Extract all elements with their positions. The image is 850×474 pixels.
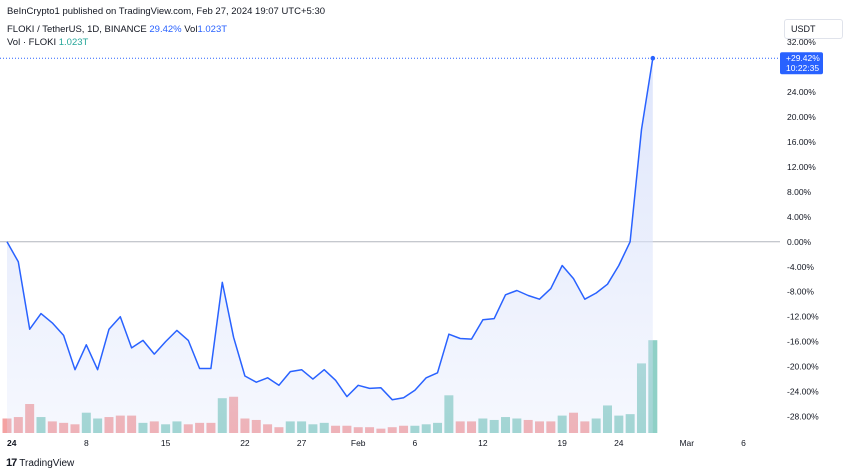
- volume-series-label[interactable]: Vol · FLOKI: [7, 37, 57, 48]
- y-tick-label: 16.00%: [787, 137, 816, 147]
- y-axis-labels: 32.00%28.00%24.00%20.00%16.00%12.00%8.00…: [787, 37, 819, 421]
- y-tick-label: -28.00%: [787, 412, 819, 422]
- volume-legend: Vol · FLOKI 1.023T: [7, 37, 88, 48]
- x-tick-label: Mar: [679, 438, 694, 448]
- x-tick-label: 27: [297, 438, 307, 448]
- current-price-value: +29.42%: [786, 53, 820, 63]
- y-tick-label: 20.00%: [787, 112, 816, 122]
- symbol-legend: FLOKI / TetherUS, 1D, BINANCE 29.42% Vol…: [7, 24, 227, 35]
- publisher-credit: BeInCrypto1 published on TradingView.com…: [7, 6, 326, 17]
- y-tick-label: -24.00%: [787, 387, 819, 397]
- x-tick-label: 22: [240, 438, 250, 448]
- volume-series-value: 1.023T: [58, 37, 89, 48]
- symbol-name[interactable]: FLOKI / TetherUS, 1D, BINANCE: [7, 24, 147, 35]
- x-tick-label: 6: [413, 438, 418, 448]
- tradingview-logo[interactable]: 17 TradingView: [6, 457, 74, 469]
- current-price-badge: [780, 52, 823, 75]
- tradingview-brand: TradingView: [19, 457, 75, 469]
- price-area: [7, 58, 653, 433]
- current-price-dot: [650, 55, 656, 61]
- current-price-marker: +29.42%10:22:35: [0, 52, 823, 75]
- x-tick-label: 19: [557, 438, 567, 448]
- y-tick-label: -8.00%: [787, 287, 814, 297]
- currency-button[interactable]: USDT: [784, 19, 843, 39]
- x-tick-label: 15: [161, 438, 171, 448]
- y-tick-label: -16.00%: [787, 337, 819, 347]
- y-tick-label: 4.00%: [787, 212, 812, 222]
- y-tick-label: 0.00%: [787, 237, 812, 247]
- x-tick-label: 6: [741, 438, 746, 448]
- x-tick-label: 12: [478, 438, 488, 448]
- y-tick-label: -4.00%: [787, 262, 814, 272]
- y-tick-label: -20.00%: [787, 362, 819, 372]
- y-tick-label: 32.00%: [787, 37, 816, 47]
- current-price-countdown: 10:22:35: [786, 63, 819, 73]
- x-axis-labels: 24 8 15 22 27 Feb 6 12 19 24 Mar 6: [7, 438, 746, 448]
- y-tick-label: 12.00%: [787, 162, 816, 172]
- y-tick-label: 24.00%: [787, 87, 816, 97]
- change-value: 29.42%: [149, 24, 182, 35]
- y-tick-label: 8.00%: [787, 187, 812, 197]
- price-area-fill: [7, 58, 653, 433]
- x-tick-label: 24: [7, 438, 17, 448]
- x-tick-label: Feb: [351, 438, 366, 448]
- volume-bar: [648, 340, 658, 433]
- tradingview-logo-icon: 17: [6, 457, 17, 469]
- x-tick-label: 8: [84, 438, 89, 448]
- price-line-path: [6, 58, 654, 401]
- y-tick-label: -12.00%: [787, 312, 819, 322]
- vol-value: 1.023T: [197, 24, 228, 35]
- x-tick-label: 24: [614, 438, 624, 448]
- vol-label: Vol: [184, 24, 198, 35]
